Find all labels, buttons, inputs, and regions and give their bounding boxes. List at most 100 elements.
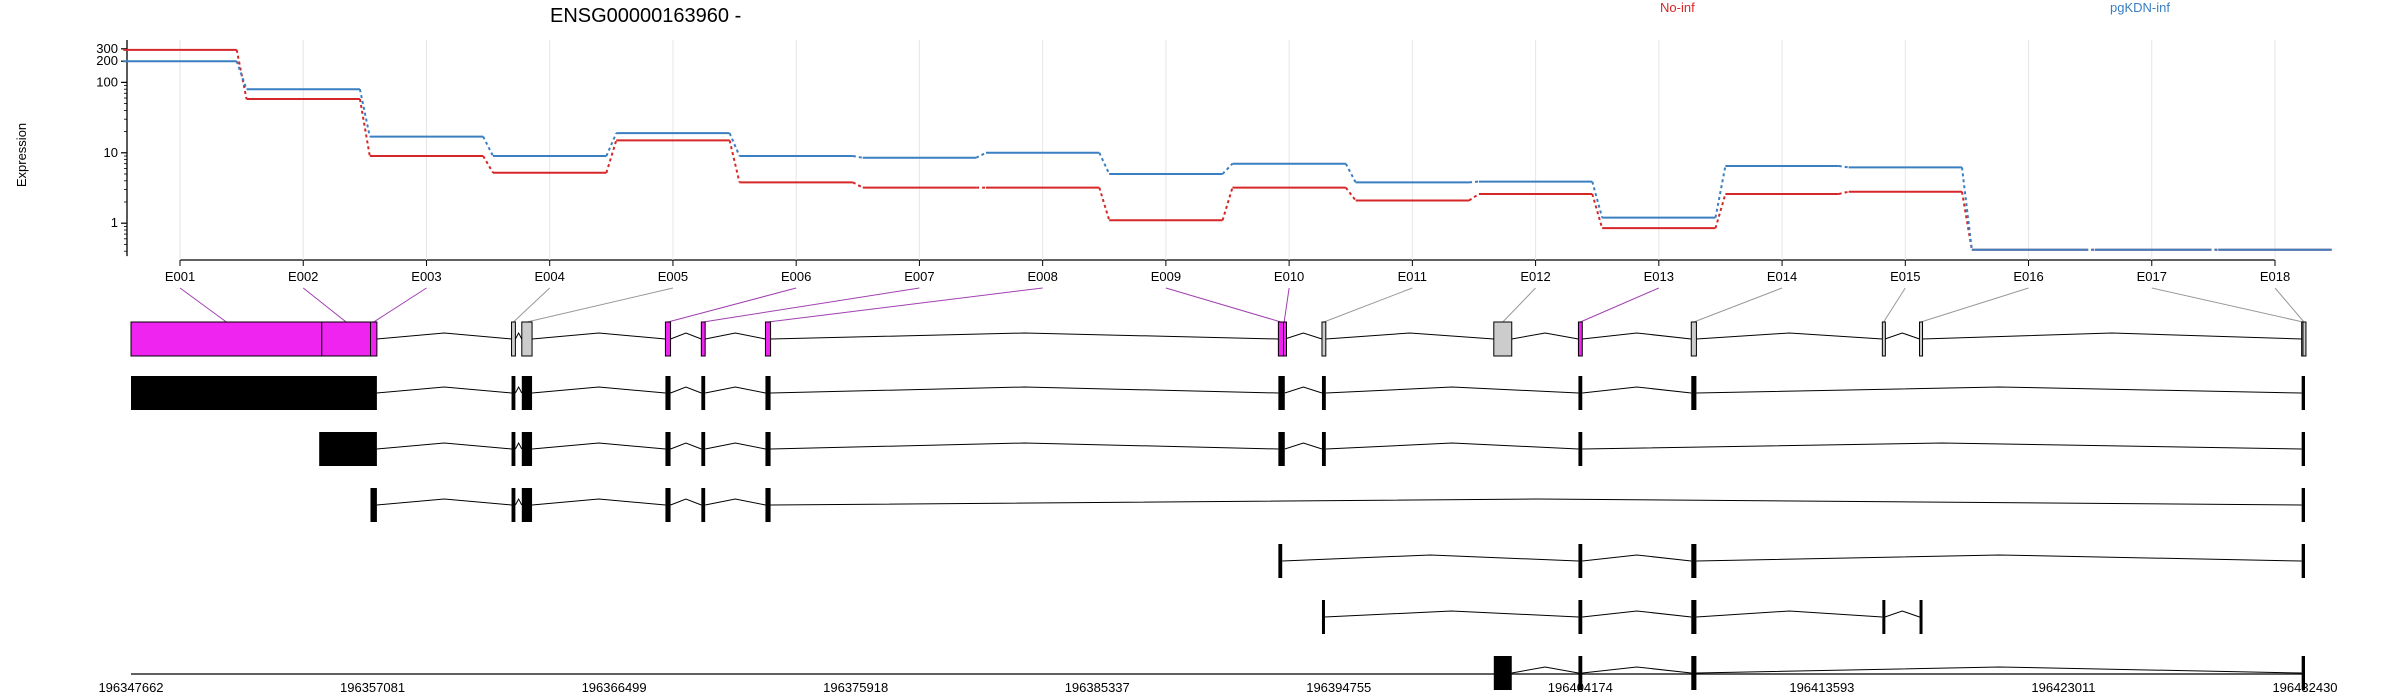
series-connector (852, 155, 863, 159)
transcript-exon (665, 432, 671, 466)
transcript-intron (1325, 442, 1579, 450)
intron-line (514, 331, 523, 340)
exon-connector (1502, 287, 1536, 323)
exon-connector (513, 287, 551, 323)
transcript-exon (1278, 432, 1285, 466)
x-tick-label: E011 (1398, 269, 1427, 284)
x-tick-label: E012 (1520, 269, 1550, 284)
transcript-exon (765, 432, 771, 466)
transcript-intron (532, 498, 666, 506)
exon-connector (302, 287, 347, 323)
transcript-exon (2301, 432, 2305, 466)
intron-line (376, 332, 512, 340)
genome-tick-label: 196357081 (340, 680, 405, 695)
exon-connector (2151, 287, 2304, 323)
transcript-intron (770, 498, 2302, 506)
transcript-exon (1321, 376, 1326, 410)
transcript-intron (532, 442, 666, 450)
transcript-exon (370, 488, 377, 522)
transcript-exon (2301, 488, 2305, 522)
transcript-exon (1882, 600, 1886, 634)
series-connector (482, 155, 494, 174)
transcript-row (131, 376, 2305, 410)
exon-connector (667, 287, 797, 323)
exon-e002 (321, 321, 371, 357)
series-connector (235, 60, 248, 90)
transcript-exon (1278, 544, 1283, 578)
transcript-intron (670, 386, 702, 394)
transcript-exon (1578, 544, 1583, 578)
exon-e006 (664, 321, 672, 357)
exon-e013 (1577, 321, 1583, 357)
series-connector (852, 181, 864, 189)
intron-line (1284, 332, 1323, 340)
transcript-exon (1691, 600, 1697, 634)
x-tick-label: E008 (1027, 269, 1057, 284)
x-tick-label: E014 (1767, 269, 1797, 284)
transcript-intron (1696, 386, 2302, 394)
y-tick-label: 100 (96, 74, 118, 89)
series-connector (1221, 163, 1234, 175)
exon-connector (1323, 287, 1413, 323)
series-connector (1960, 167, 1973, 250)
intron-line (1511, 332, 1579, 340)
transcript-intron (1696, 554, 2302, 562)
exon-connector (1693, 287, 1783, 323)
genome-tick-label: 196347662 (98, 680, 163, 695)
transcript-exon (1578, 600, 1583, 634)
transcript-exon (701, 376, 706, 410)
transcript-intron (532, 386, 666, 394)
series-connector (1344, 163, 1357, 183)
transcript-intron (1884, 610, 1920, 618)
transcript-intron (705, 498, 766, 506)
series-connector (605, 132, 618, 157)
transcript-exon (665, 376, 671, 410)
transcript-intron (1324, 610, 1579, 618)
transcript-exon (1578, 376, 1583, 410)
transcript-exon (511, 432, 516, 466)
transcript-exon (1321, 432, 1326, 466)
transcript-exon (2301, 544, 2305, 578)
x-tick-label: E006 (781, 269, 811, 284)
transcript-intron (670, 442, 702, 450)
transcript-intron (514, 497, 523, 506)
exon-connector (1165, 287, 1282, 323)
transcript-intron (1582, 554, 1692, 562)
transcript-row (1321, 600, 1923, 634)
x-tick-label: E002 (288, 269, 318, 284)
transcript-intron (1696, 666, 2302, 674)
x-tick-label: E018 (2260, 269, 2290, 284)
transcript-exon (1691, 544, 1697, 578)
x-tick-label: E007 (904, 269, 934, 284)
transcript-row (370, 488, 2305, 522)
exon-connector (1283, 287, 1290, 323)
transcript-exon (701, 488, 706, 522)
exon-connector (767, 287, 1043, 323)
y-tick-label: 1 (111, 215, 118, 230)
x-tick-label: E015 (1890, 269, 1920, 284)
exon-connector (1580, 287, 1660, 323)
transcript-intron (1284, 386, 1323, 394)
transcript-exon (521, 488, 533, 522)
x-tick-label: E009 (1151, 269, 1181, 284)
exon-e015 (1881, 321, 1886, 357)
transcript-intron (1284, 442, 1323, 450)
transcript-exon (521, 432, 533, 466)
intron-line (770, 332, 1279, 340)
exon-connector (703, 287, 920, 323)
series-connector (1468, 180, 1479, 184)
series-connector (1221, 187, 1234, 221)
transcript-exon (1493, 656, 1512, 690)
series-connector (605, 140, 618, 174)
transcript-exon (1691, 376, 1697, 410)
transcript-intron (1325, 386, 1579, 394)
series-connector (1098, 187, 1111, 221)
transcript-exon (131, 376, 377, 410)
transcript-exon (511, 376, 516, 410)
genome-tick-label: 196385337 (1065, 680, 1130, 695)
transcript-intron (514, 441, 523, 450)
legend-pgkdn-inf: pgKDN-inf (2110, 0, 2170, 15)
exon-e014 (1690, 321, 1697, 357)
exon-connector (1883, 287, 1906, 323)
